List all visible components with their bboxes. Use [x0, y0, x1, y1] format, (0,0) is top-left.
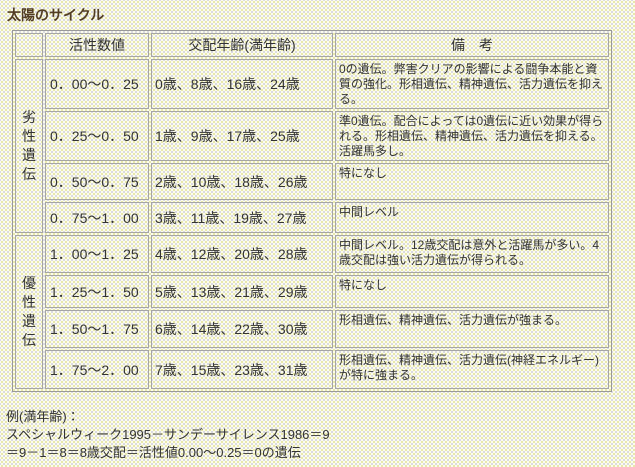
activity-value-cell: 1．50～1．75	[45, 310, 149, 348]
breeding-age-cell: 3歳、11歳、19歳、27歳	[151, 202, 333, 233]
activity-value-cell: 0．75～1．00	[45, 202, 149, 233]
breeding-age-cell: 4歳、12歳、20歳、28歳	[151, 235, 333, 273]
page: { "page": { "title": "太陽のサイクル", "colors"…	[0, 5, 635, 467]
activity-value-cell: 1．25～1．50	[45, 275, 149, 308]
group-cell-dominant: 優性遺伝	[15, 235, 43, 389]
remarks-cell: 特になし	[335, 275, 609, 308]
breeding-age-cell: 2歳、10歳、18歳、26歳	[151, 163, 333, 200]
table-row: 1．50～1．75 6歳、14歳、22歳、30歳 形相遺伝、精神遺伝、活力遺伝が…	[15, 310, 609, 348]
activity-value-cell: 1．00～1．25	[45, 235, 149, 273]
example-note-line: 例(満年齢)：	[6, 409, 80, 424]
activity-value-cell: 1．75～2．00	[45, 350, 149, 389]
breeding-age-cell: 0歳、8歳、16歳、24歳	[151, 59, 333, 109]
activity-value-cell: 0．50～0．75	[45, 163, 149, 200]
remarks-cell: 中間レベル。12歳交配は意外と活躍馬が多い。4歳交配は強い活力遺伝が得られる。	[335, 235, 609, 273]
remarks-cell: 中間レベル	[335, 202, 609, 233]
group-cell-recessive: 劣性遺伝	[15, 59, 43, 233]
example-note: 例(満年齢)： スペシャルウィーク1995－サンデーサイレンス1986＝9 ＝9…	[6, 408, 635, 462]
header-breeding-age: 交配年齢(満年齢)	[151, 33, 333, 57]
page-title: 太陽のサイクル	[7, 7, 105, 23]
table-row: 1．25～1．50 5歳、13歳、21歳、29歳 特になし	[15, 275, 609, 308]
table-row: 0．25～0．50 1歳、9歳、17歳、25歳 準0遺伝。配合によっては0遺伝に…	[15, 111, 609, 161]
example-note-line: ＝9－1＝8＝8歳交配＝活性値0.00～0.25＝0の遺伝	[6, 445, 301, 460]
breeding-age-cell: 5歳、13歳、21歳、29歳	[151, 275, 333, 308]
remarks-cell: 0の遺伝。弊害クリアの影響による闘争本能と資質の強化。形相遺伝、精神遺伝、活力遺…	[335, 59, 609, 109]
table-row: 優性遺伝 1．00～1．25 4歳、12歳、20歳、28歳 中間レベル。12歳交…	[15, 235, 609, 389]
header-remarks: 備 考	[335, 33, 609, 57]
table-row: 劣性遺伝 0．00～0．25 0歳、8歳、16歳、24歳 0の遺伝。弊害クリアの…	[15, 59, 609, 233]
table-header-row: 活性数値 交配年齢(満年齢) 備 考	[15, 33, 609, 57]
breeding-age-cell: 6歳、14歳、22歳、30歳	[151, 310, 333, 348]
remarks-cell: 特になし	[335, 163, 609, 200]
breeding-age-cell: 7歳、15歳、23歳、31歳	[151, 350, 333, 389]
breeding-age-cell: 1歳、9歳、17歳、25歳	[151, 111, 333, 161]
activity-value-cell: 0．00～0．25	[45, 59, 149, 109]
remarks-cell: 準0遺伝。配合によっては0遺伝に近い効果が得られる。形相遺伝、精神遺伝、活力遺伝…	[335, 111, 609, 161]
table-row: 1．75～2．00 7歳、15歳、23歳、31歳 形相遺伝、精神遺伝、活力遺伝(…	[15, 350, 609, 389]
example-note-line: スペシャルウィーク1995－サンデーサイレンス1986＝9	[6, 427, 330, 442]
group-label-recessive: 劣性遺伝	[22, 109, 36, 182]
table-row: 0．75～1．00 3歳、11歳、19歳、27歳 中間レベル	[15, 202, 609, 233]
group-label-dominant: 優性遺伝	[22, 275, 36, 348]
sun-cycle-table: 活性数値 交配年齢(満年齢) 備 考 劣性遺伝 0．00～0．25 0歳、8歳、…	[12, 30, 612, 392]
table-row: 0．50～0．75 2歳、10歳、18歳、26歳 特になし	[15, 163, 609, 200]
header-activity-value: 活性数値	[45, 33, 149, 57]
remarks-cell: 形相遺伝、精神遺伝、活力遺伝が強まる。	[335, 310, 609, 348]
activity-value-cell: 0．25～0．50	[45, 111, 149, 161]
remarks-cell: 形相遺伝、精神遺伝、活力遺伝(神経エネルギー)が特に強まる。	[335, 350, 609, 389]
header-group-cell	[15, 33, 43, 57]
